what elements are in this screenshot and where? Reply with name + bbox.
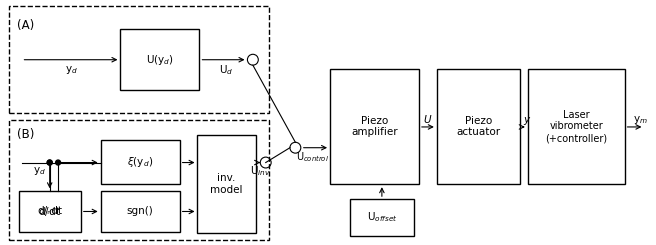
Text: U: U [423, 115, 430, 125]
Text: U(y$_d$): U(y$_d$) [146, 53, 174, 67]
Bar [197, 135, 256, 233]
Text: d/ₙdt: d/ₙdt [37, 207, 62, 217]
Text: U$_{offset}$: U$_{offset}$ [367, 210, 397, 224]
Text: y$_d$: y$_d$ [64, 64, 77, 76]
Text: (B): (B) [16, 128, 34, 141]
Bar [9, 6, 269, 113]
Text: inv.
model: inv. model [211, 173, 243, 195]
Bar [437, 69, 520, 184]
Circle shape [47, 160, 52, 165]
Circle shape [47, 160, 52, 165]
Circle shape [56, 160, 60, 165]
Text: U$_d$: U$_d$ [219, 63, 234, 76]
Text: $\xi$(y$_d$): $\xi$(y$_d$) [127, 155, 154, 169]
Bar [527, 69, 625, 184]
Text: (A): (A) [16, 19, 34, 32]
Bar [100, 140, 180, 184]
Bar [9, 120, 269, 240]
Text: y$_m$: y$_m$ [632, 114, 647, 126]
Bar [121, 29, 199, 90]
Bar [18, 191, 81, 232]
Text: sgn(): sgn() [127, 207, 154, 217]
Text: U$_{inv}$: U$_{inv}$ [251, 165, 271, 178]
Text: y: y [523, 115, 530, 125]
Text: Piezo
amplifier: Piezo amplifier [351, 116, 398, 137]
Text: Laser
vibrometer
(+controller): Laser vibrometer (+controller) [545, 110, 607, 143]
Bar [100, 191, 180, 232]
Text: y$_d$: y$_d$ [33, 165, 46, 177]
Text: U$_{control}$: U$_{control}$ [296, 151, 329, 164]
Text: Piezo
actuator: Piezo actuator [456, 116, 501, 137]
Bar [350, 199, 414, 236]
Text: d/$_{\rm }$dt: d/$_{\rm }$dt [38, 205, 61, 218]
Bar [330, 69, 419, 184]
